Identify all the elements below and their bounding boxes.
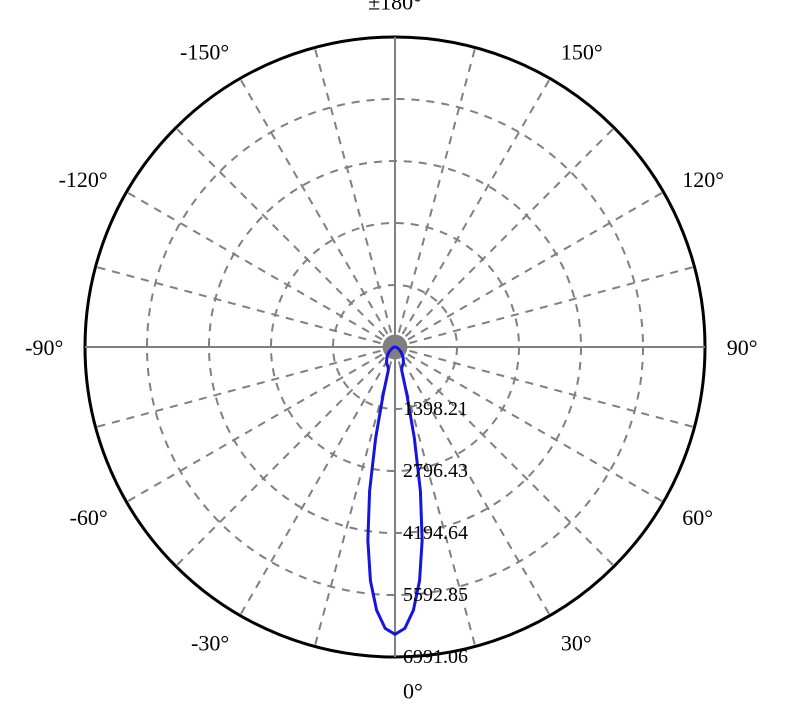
angle-label: 30°: [561, 630, 592, 655]
angle-label: -90°: [25, 335, 63, 360]
radial-label: 4194.64: [403, 522, 468, 544]
angle-label: -30°: [191, 630, 229, 655]
angle-label: -60°: [70, 505, 108, 530]
angle-label: 90°: [727, 335, 758, 360]
radial-label: 5592.85: [403, 584, 468, 606]
angle-label: ±180°: [368, 0, 422, 14]
angle-label: 150°: [561, 40, 603, 65]
polar-chart: ±180° 150° 120° 90° 60° 30° 0° -30° -60° -90° -120…: [0, 0, 786, 707]
angle-label: 60°: [682, 505, 713, 530]
radial-label: 6991.06: [403, 646, 468, 668]
angle-label: -150°: [180, 40, 229, 65]
angle-label: -120°: [59, 167, 108, 192]
angle-label: 0°: [403, 679, 423, 704]
angle-label: 120°: [682, 167, 724, 192]
radial-label: 1398.21: [403, 398, 468, 420]
radial-label: 2796.43: [403, 460, 468, 482]
